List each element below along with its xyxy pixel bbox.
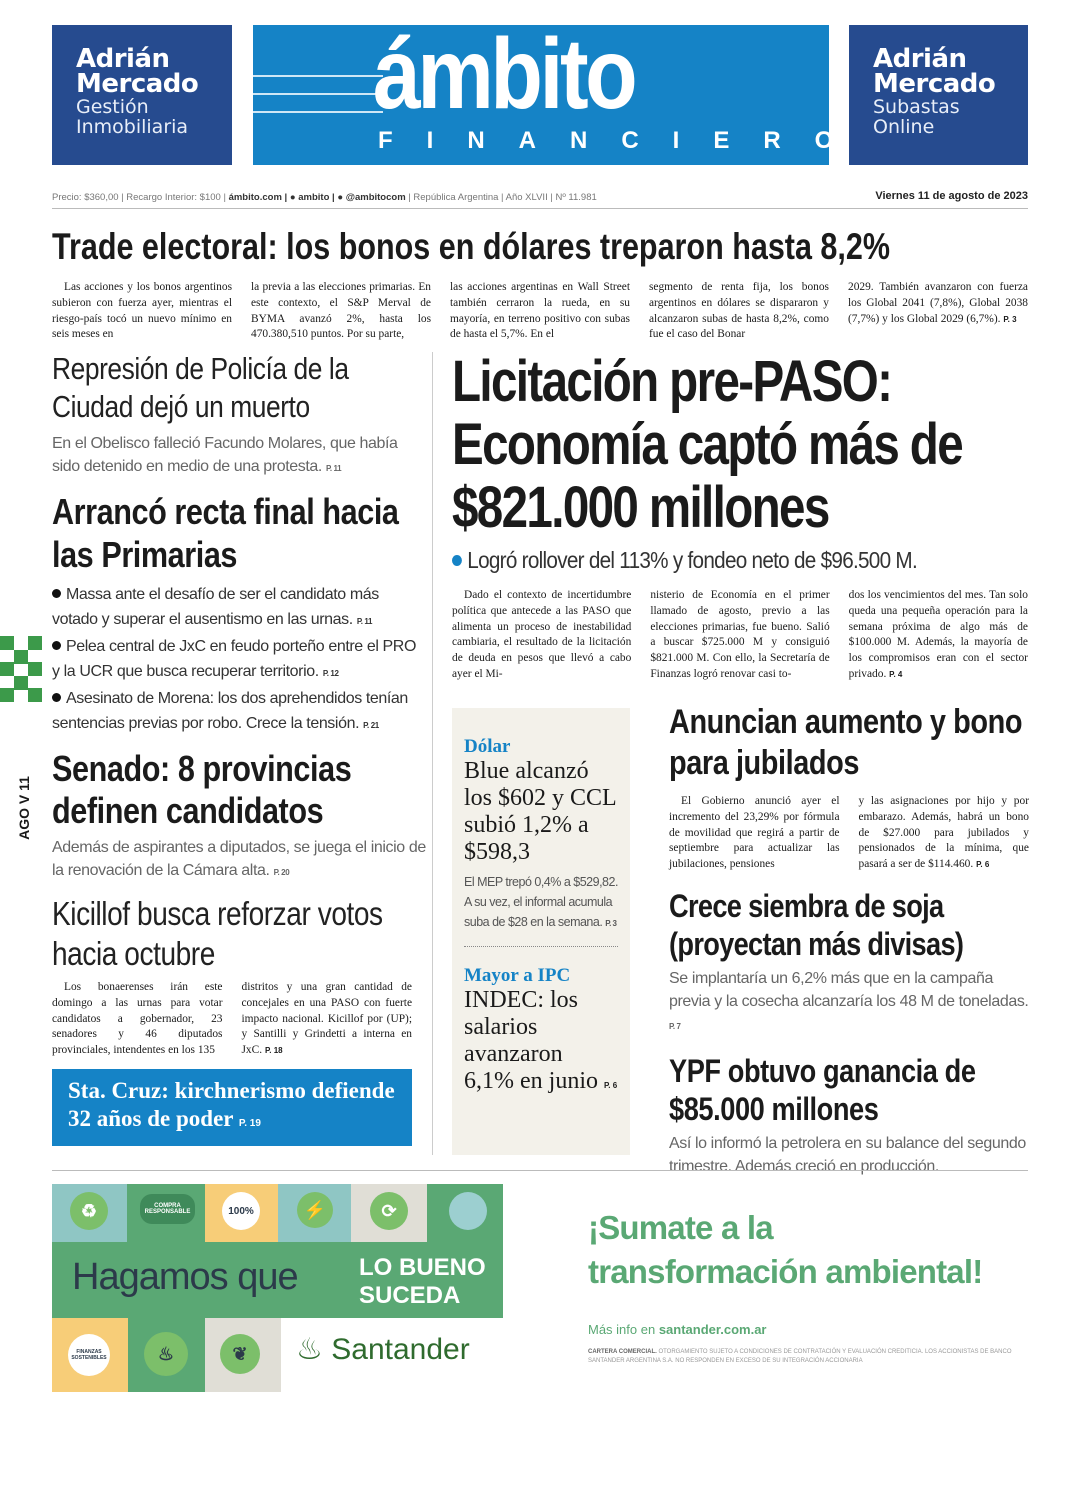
dotted-divider bbox=[464, 946, 618, 947]
ad-fine-print: CARTERA COMERCIAL. OTORGAMIENTO SUJETO A… bbox=[588, 1349, 1012, 1364]
bullet-icon bbox=[52, 693, 61, 702]
story-kicillof[interactable]: Kicillof busca reforzar votos hacia octu… bbox=[52, 894, 412, 1059]
website-link[interactable]: ámbito.com | bbox=[228, 192, 288, 203]
headline: Represión de Policía de la Ciudad dejó u… bbox=[52, 351, 349, 424]
checker-pattern bbox=[0, 636, 42, 702]
energy-icon: ⚡ bbox=[297, 1192, 333, 1228]
circle-badge-icon bbox=[449, 1192, 487, 1230]
headline: Arrancó recta final hacia las Primarias bbox=[52, 491, 399, 575]
logo-stripe bbox=[253, 75, 383, 77]
story-santa-cruz[interactable]: Sta. Cruz: kirchnerismo defiende 32 años… bbox=[52, 1068, 412, 1146]
logo-stripe bbox=[253, 93, 383, 95]
bullet-icon bbox=[52, 589, 61, 598]
story-jubilados[interactable]: Anuncian aumento y bono para jubilados E… bbox=[669, 703, 1029, 871]
story-arranco[interactable]: Arrancó recta final hacia las Primarias … bbox=[52, 490, 427, 738]
bullet-icon bbox=[452, 555, 462, 566]
story-soja[interactable]: Crece siembra de soja (proyectan más div… bbox=[669, 887, 1029, 1038]
headline: YPF obtuvo ganancia de $85.000 millones bbox=[669, 1052, 976, 1127]
headline: Crece siembra de soja (proyectan más div… bbox=[669, 887, 964, 962]
info-bar: Precio: $360,00 | Recargo Interior: $100… bbox=[52, 192, 597, 203]
santander-ad-banner[interactable]: ♻ COMPRA RESPONSABLE 100% ⚡ ⟳ Hagamos qu… bbox=[52, 1184, 503, 1392]
twitter-icon: ● bbox=[337, 192, 344, 203]
100-percent-badge: 100% bbox=[222, 1192, 260, 1230]
facebook-link[interactable]: ambito | bbox=[298, 192, 335, 203]
main-subheadline: Logró rollover del 113% y fondeo neto de… bbox=[452, 547, 970, 574]
briefs-sidebar: Dólar Blue alcanzó los $602 y CCL subió … bbox=[452, 708, 630, 1155]
finanzas-sostenibles-badge: FINANZAS SOSTENIBLES bbox=[68, 1334, 110, 1376]
top-story-body: Las acciones y los bonos argentinos subi… bbox=[52, 281, 1028, 341]
brief-ipc[interactable]: Mayor a IPC INDEC: los salarios avanzaro… bbox=[464, 965, 618, 1094]
headline: Kicillof busca reforzar votos hacia octu… bbox=[52, 895, 383, 972]
bullet-item[interactable]: Pelea central de JxC en feudo porteño en… bbox=[52, 638, 417, 680]
issue-date: Viernes 11 de agosto de 2023 bbox=[875, 190, 1028, 202]
left-column: Represión de Policía de la Ciudad dejó u… bbox=[52, 350, 427, 1146]
side-date-label: AGO V 11 bbox=[15, 776, 32, 840]
santander-flame-icon: ♨ bbox=[296, 1333, 323, 1366]
recycle-icon: ♻ bbox=[70, 1192, 108, 1230]
ambito-logo[interactable]: ámbito FINANCIERO bbox=[253, 25, 829, 165]
santander-logo: ♨ Santander bbox=[296, 1333, 470, 1366]
headline: Anuncian aumento y bono para jubilados bbox=[669, 703, 1023, 782]
divider bbox=[52, 1170, 1028, 1171]
headline: Senado: 8 provincias definen candidatos bbox=[52, 748, 352, 831]
story-ypf[interactable]: YPF obtuvo ganancia de $85.000 millones … bbox=[669, 1052, 1029, 1178]
main-story[interactable]: Licitación pre-PASO: Economía captó más … bbox=[452, 350, 1028, 683]
santander-flame-icon: ♨ bbox=[144, 1332, 188, 1376]
brief-dolar[interactable]: Dólar Blue alcanzó los $602 y CCL subió … bbox=[464, 736, 618, 929]
page-ref: P. 3 bbox=[1003, 314, 1017, 324]
ad-title[interactable]: ¡Sumate a la transformación ambiental! bbox=[588, 1209, 983, 1290]
logo-stripe bbox=[253, 111, 383, 113]
right-column: Anuncian aumento y bono para jubilados E… bbox=[669, 702, 1029, 1178]
ad-more-info[interactable]: Más info en santander.com.ar bbox=[588, 1322, 767, 1337]
top-headline[interactable]: Trade electoral: los bonos en dólares tr… bbox=[52, 226, 891, 267]
story-represion[interactable]: Represión de Policía de la Ciudad dejó u… bbox=[52, 350, 427, 480]
bullet-item[interactable]: Massa ante el desafío de ser el candidat… bbox=[52, 586, 379, 628]
twitter-link[interactable]: @ambitocom bbox=[345, 192, 406, 203]
santander-link[interactable]: santander.com.ar bbox=[658, 1322, 767, 1337]
compra-responsable-badge: COMPRA RESPONSABLE bbox=[140, 1194, 195, 1224]
facebook-icon: ● bbox=[289, 192, 296, 203]
story-senado[interactable]: Senado: 8 provincias definen candidatos … bbox=[52, 748, 426, 879]
divider bbox=[52, 208, 1028, 209]
column-divider bbox=[432, 352, 433, 1155]
leaf-icon: ❦ bbox=[220, 1334, 260, 1374]
adrian-mercado-gestion-ad[interactable]: Adrián Mercado Gestión Inmobiliaria bbox=[52, 25, 232, 165]
bullet-item[interactable]: Asesinato de Morena: los dos aprehendido… bbox=[52, 690, 408, 732]
adrian-mercado-subastas-ad[interactable]: Adrián Mercado Subastas Online bbox=[849, 25, 1028, 165]
main-headline: Licitación pre-PASO: Economía captó más … bbox=[452, 349, 964, 540]
bullet-icon bbox=[52, 641, 61, 650]
cycle-icon: ⟳ bbox=[370, 1192, 408, 1230]
